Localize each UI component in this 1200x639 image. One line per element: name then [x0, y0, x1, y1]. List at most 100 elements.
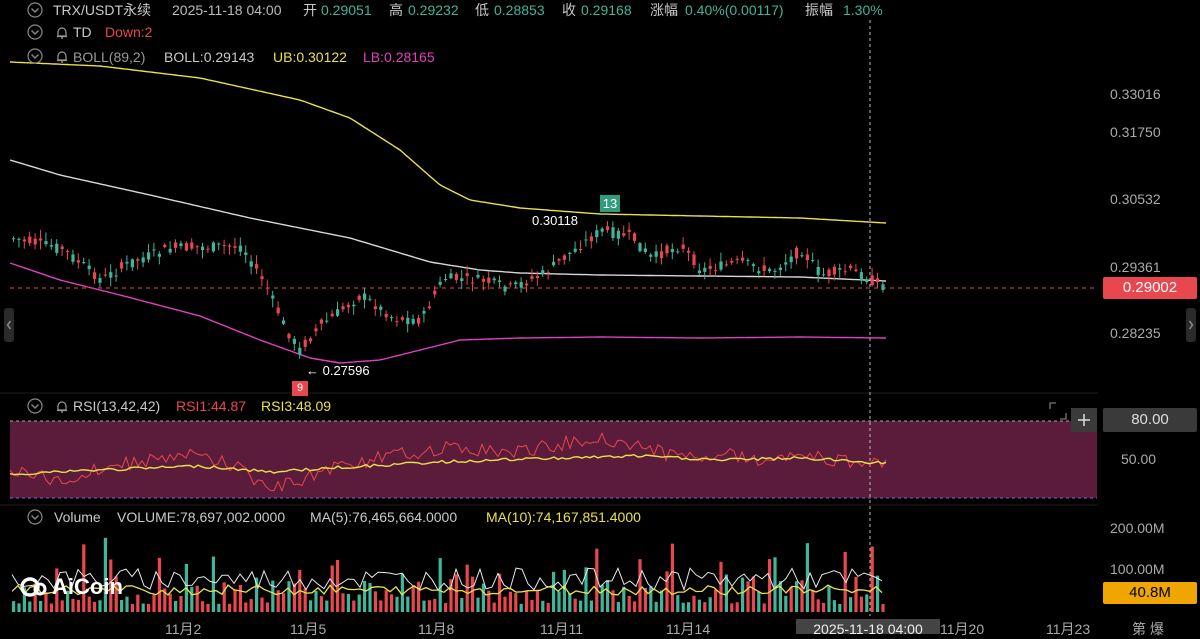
td-count-down-badge: 9: [292, 381, 308, 396]
time-label: 11月11: [540, 621, 584, 637]
volume-bar: [390, 594, 394, 612]
volume-bar: [589, 600, 593, 612]
candle-body: [66, 251, 70, 253]
volume-bar: [465, 564, 469, 612]
candle-body: [552, 261, 556, 266]
candle-body: [395, 321, 399, 323]
candle-body: [546, 272, 550, 274]
current-price-tag: 0.29002: [1103, 277, 1197, 299]
volume-bar: [363, 580, 367, 612]
volume-bar: [762, 603, 766, 612]
boll-middle-band: [9, 159, 887, 282]
volume-bar: [643, 587, 647, 612]
candle-body: [714, 270, 718, 272]
fullscreen-icon[interactable]: [1048, 401, 1068, 421]
candle-body: [514, 282, 518, 285]
candle-body: [627, 229, 631, 232]
candle-body: [622, 233, 626, 236]
rsi-bell-icon[interactable]: [55, 400, 69, 414]
volume-bar: [568, 593, 572, 612]
rsi1-line: [9, 432, 887, 493]
volume-bar: [130, 603, 134, 612]
rsi-upper-level-tag: 80.00: [1103, 408, 1197, 432]
volume-bar: [870, 546, 874, 612]
candle-body: [692, 254, 696, 265]
volume-bar: [379, 600, 383, 612]
rsi-indicator-name[interactable]: RSI(13,42,42): [73, 398, 161, 414]
volume-bar: [476, 597, 480, 612]
volume-bar: [633, 601, 637, 612]
volume-bar: [368, 582, 372, 612]
volume-bar: [174, 600, 178, 612]
volume-bar: [346, 593, 350, 612]
right-scroll-handle[interactable]: [1186, 308, 1196, 342]
candle-body: [265, 287, 269, 289]
volume-bar: [611, 590, 615, 612]
volume-bar: [773, 557, 777, 612]
volume-bar: [832, 600, 836, 612]
candle-body: [838, 268, 842, 270]
volume-bar: [703, 602, 707, 612]
volume-bar: [881, 603, 885, 612]
rsi-collapse-icon[interactable]: [27, 398, 43, 414]
candle-body: [71, 254, 75, 262]
td-indicator-name[interactable]: TD: [73, 24, 92, 40]
time-axis-controls[interactable]: 第 爆: [1132, 621, 1164, 637]
volume-bar: [114, 576, 118, 612]
candle-body: [822, 274, 826, 276]
boll-indicator-name[interactable]: BOLL(89,2): [73, 49, 146, 65]
volume-indicator-name[interactable]: Volume: [54, 509, 101, 525]
candle-body: [606, 226, 610, 231]
td-collapse-icon[interactable]: [27, 24, 43, 40]
boll-collapse-icon[interactable]: [27, 48, 43, 64]
left-scroll-handle[interactable]: [4, 308, 14, 342]
candle-body: [325, 320, 329, 322]
volume-bar: [622, 586, 626, 612]
volume-bar: [449, 579, 453, 612]
candle-body: [638, 243, 642, 252]
volume-bar: [147, 603, 151, 612]
candle-body: [541, 270, 545, 275]
add-indicator-button[interactable]: [1071, 408, 1097, 432]
candle-body: [260, 276, 264, 280]
candle-body: [276, 307, 280, 314]
candle-body: [238, 245, 242, 252]
collapse-chevron-icon[interactable]: [27, 2, 43, 18]
volume-bar: [136, 594, 140, 612]
volume-bar: [487, 590, 491, 612]
volume-value: VOLUME:78,697,002.0000: [117, 509, 286, 525]
candle-body: [633, 233, 637, 241]
td-bell-icon[interactable]: [55, 26, 69, 40]
symbol-title[interactable]: TRX/USDT永续: [53, 2, 151, 18]
boll-bell-icon[interactable]: [55, 50, 69, 64]
volume-bar: [525, 591, 529, 612]
candle-body: [795, 247, 799, 259]
candle-body: [508, 283, 512, 285]
volume-bar: [125, 596, 129, 612]
volume-bar: [816, 599, 820, 612]
candle-body: [595, 230, 599, 238]
volume-ma5-value: MA(5):76,465,664.0000: [310, 509, 458, 525]
amplitude-label: 振幅: [805, 2, 833, 18]
candle-body: [49, 245, 53, 247]
candle-body: [876, 278, 880, 283]
volume-bar: [357, 594, 361, 612]
volume-bar: [238, 585, 242, 612]
volume-bar: [28, 601, 32, 612]
candle-body: [557, 259, 561, 261]
candle-body: [741, 257, 745, 261]
candle-body: [881, 284, 885, 291]
candle-body: [249, 261, 253, 267]
candle-body: [697, 270, 701, 274]
candle-body: [363, 293, 367, 300]
candle-body: [616, 230, 620, 239]
time-label: 11月20: [940, 621, 985, 637]
volume-collapse-icon[interactable]: [27, 509, 43, 525]
volume-bar: [211, 556, 215, 612]
volume-bar: [265, 602, 269, 612]
candle-body: [211, 242, 215, 252]
candle-body: [433, 290, 437, 295]
candle-body: [411, 318, 415, 324]
